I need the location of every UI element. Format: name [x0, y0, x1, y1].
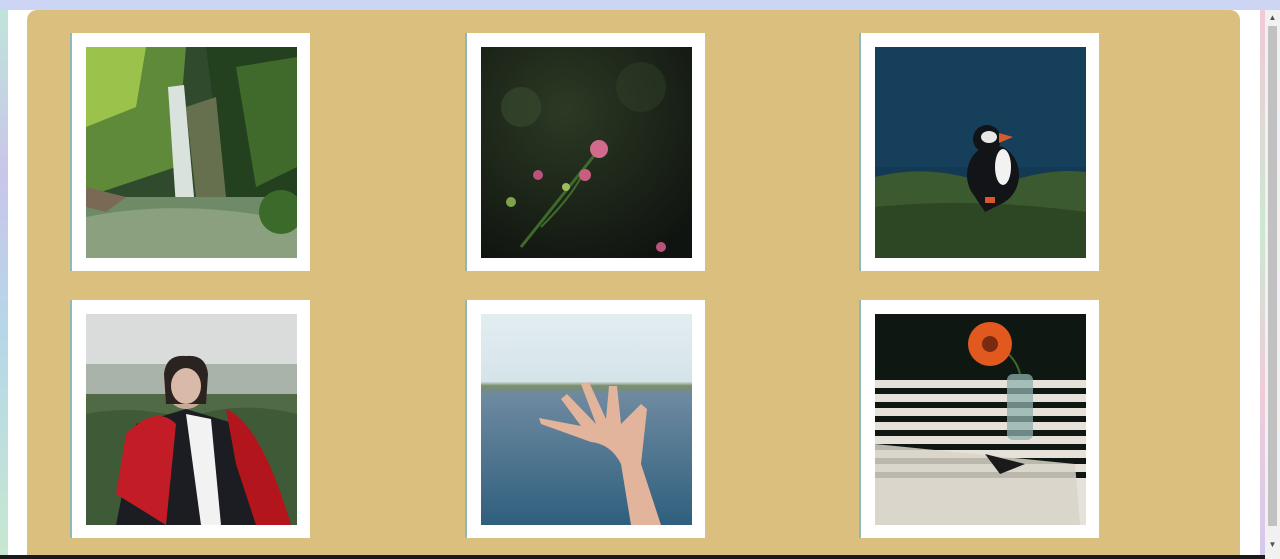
puffin-photo [875, 47, 1086, 258]
photo-card-puffin[interactable] [859, 33, 1099, 271]
hand-over-lake-photo [481, 314, 692, 525]
waterfall-photo [86, 47, 297, 258]
right-edge-strip [1260, 10, 1265, 555]
vertical-scrollbar[interactable]: ▲ ▼ [1265, 10, 1280, 559]
right-margin [1240, 10, 1260, 555]
photo-card-hand-over-lake[interactable] [465, 300, 705, 538]
orange-flower-vase-photo [875, 314, 1086, 525]
woman-red-scarf-photo [86, 314, 297, 525]
scroll-up-icon[interactable]: ▲ [1268, 12, 1277, 22]
scroll-down-icon[interactable]: ▼ [1268, 539, 1277, 549]
scrollbar-thumb[interactable] [1268, 26, 1277, 526]
left-edge-strip [0, 10, 8, 555]
photo-card-woman-red-scarf[interactable] [70, 300, 310, 538]
left-margin [8, 10, 27, 555]
photo-card-waterfall[interactable] [70, 33, 310, 271]
bottom-edge [0, 555, 1265, 559]
photo-card-pink-flowers[interactable] [465, 33, 705, 271]
pink-flowers-photo [481, 47, 692, 258]
browser-top-bar [0, 0, 1280, 10]
photo-card-orange-flower-vase[interactable] [859, 300, 1099, 538]
